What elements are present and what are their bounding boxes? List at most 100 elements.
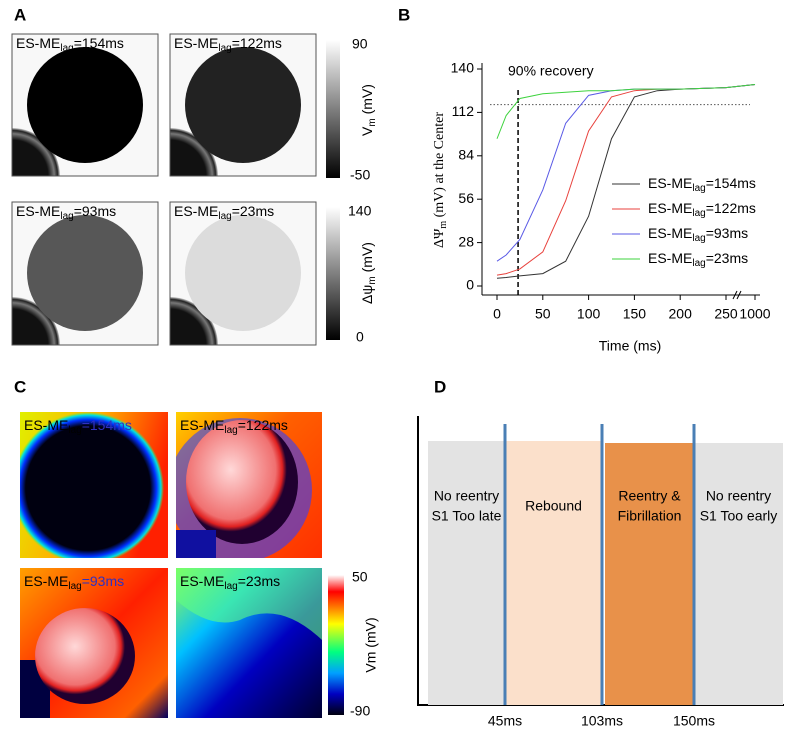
label-part: =122ms bbox=[706, 200, 756, 216]
x-axis-label: Time (ms) bbox=[599, 338, 661, 354]
map-label: ES-MElag=154ms bbox=[16, 35, 124, 54]
map-label: ES-MElag=93ms bbox=[24, 573, 124, 592]
label-part: V bbox=[359, 126, 375, 136]
panel-label: D bbox=[434, 377, 446, 396]
subscript: lag bbox=[692, 233, 705, 244]
region-label: Fibrillation bbox=[618, 508, 682, 524]
subscript: lag bbox=[224, 581, 237, 592]
region-label: Rebound bbox=[525, 498, 582, 514]
boundary-label: 150ms bbox=[673, 713, 715, 729]
region-label: Reentry & bbox=[618, 488, 681, 504]
panel-a-images bbox=[11, 33, 340, 346]
series-line bbox=[496, 84, 756, 139]
label-part: ES-ME bbox=[174, 35, 218, 51]
label-part: ES-ME bbox=[648, 225, 692, 241]
label-part: ES-ME bbox=[180, 417, 224, 433]
y-tick-label: 0 bbox=[466, 277, 474, 293]
label-part: ES-ME bbox=[16, 203, 60, 219]
region-label: No reentry bbox=[706, 488, 771, 504]
colorbar-max: 50 bbox=[352, 569, 368, 585]
x-tick-label: 200 bbox=[669, 306, 693, 322]
panel-label: B bbox=[398, 5, 410, 24]
subscript: lag bbox=[218, 211, 231, 222]
colorbar-label: Vm (mV) bbox=[359, 84, 378, 136]
region-label: S1 Too early bbox=[700, 508, 778, 524]
subscript: m bbox=[367, 118, 378, 126]
map-label: ES-MElag=122ms bbox=[174, 35, 282, 54]
y-tick-label: 84 bbox=[458, 147, 474, 163]
map-label: ES-MElag=154ms bbox=[24, 417, 132, 436]
y-tick-label: 56 bbox=[458, 190, 474, 206]
colorbar-max: 90 bbox=[352, 36, 368, 52]
label-part: (mV) bbox=[359, 84, 375, 118]
subscript: m bbox=[367, 276, 378, 284]
label-part: ES-ME bbox=[174, 203, 218, 219]
legend-label: ES-MElag=122ms bbox=[648, 200, 756, 219]
colorbar-label: Δψm (mV) bbox=[359, 242, 378, 304]
label-part: =154ms bbox=[82, 417, 132, 433]
label-part: ES-ME bbox=[24, 573, 68, 589]
label-part: =23ms bbox=[706, 250, 748, 266]
region bbox=[505, 441, 602, 705]
boundary-label: 45ms bbox=[488, 713, 522, 729]
y-tick-label: 28 bbox=[458, 233, 474, 249]
label-part: ES-ME bbox=[648, 250, 692, 266]
subscript: lag bbox=[68, 425, 81, 436]
subscript: lag bbox=[692, 208, 705, 219]
x-tick-label: 150 bbox=[623, 306, 647, 322]
subscript: lag bbox=[692, 183, 705, 194]
legend-label: ES-MElag=93ms bbox=[648, 225, 748, 244]
boundary-label: 103ms bbox=[581, 713, 623, 729]
label-part: =122ms bbox=[232, 35, 282, 51]
region bbox=[605, 443, 694, 705]
map-label: ES-MElag=122ms bbox=[180, 417, 288, 436]
colorbar-label: Vm (mV) bbox=[363, 617, 379, 672]
x-tick-label: 1000 bbox=[739, 306, 770, 322]
label-part: ES-ME bbox=[648, 200, 692, 216]
label-part: =93ms bbox=[706, 225, 748, 241]
subscript: lag bbox=[60, 43, 73, 54]
subscript: lag bbox=[224, 425, 237, 436]
label-part: ES-ME bbox=[180, 573, 224, 589]
label-part: =122ms bbox=[238, 417, 288, 433]
colorbar-min: -50 bbox=[350, 167, 370, 183]
annotation: 90% recovery bbox=[508, 63, 594, 79]
legend-label: ES-MElag=154ms bbox=[648, 175, 756, 194]
label-part: =23ms bbox=[238, 573, 280, 589]
map-label: ES-MElag=23ms bbox=[174, 203, 274, 222]
label-part: ΔΨ bbox=[432, 228, 447, 248]
region-label: S1 Too late bbox=[432, 508, 502, 524]
region bbox=[694, 443, 783, 705]
label-part: =23ms bbox=[232, 203, 274, 219]
label-part: ES-ME bbox=[648, 175, 692, 191]
subscript: lag bbox=[68, 581, 81, 592]
panel-c-images bbox=[20, 412, 344, 718]
subscript: lag bbox=[692, 258, 705, 269]
colorbar-min: 0 bbox=[356, 329, 364, 345]
label-part: (mV) bbox=[359, 242, 375, 276]
legend-label: ES-MElag=23ms bbox=[648, 250, 748, 269]
y-tick-label: 140 bbox=[451, 60, 475, 76]
panel-label: A bbox=[14, 5, 26, 24]
label-part: =93ms bbox=[82, 573, 124, 589]
x-tick-label: 50 bbox=[535, 306, 551, 322]
map-label: ES-MElag=23ms bbox=[180, 573, 280, 592]
panel-label: C bbox=[14, 377, 26, 396]
label-part: =93ms bbox=[74, 203, 116, 219]
region-label: No reentry bbox=[434, 488, 499, 504]
colorbar-min: -90 bbox=[350, 703, 370, 719]
x-tick-label: 100 bbox=[577, 306, 601, 322]
label-part: ES-ME bbox=[16, 35, 60, 51]
label-part: ES-ME bbox=[24, 417, 68, 433]
region bbox=[428, 441, 505, 705]
y-axis-label: ΔΨm (mV) at the Center bbox=[432, 112, 449, 248]
axis-break bbox=[732, 290, 742, 300]
x-tick-label: 250 bbox=[714, 306, 738, 322]
subscript: m bbox=[438, 221, 449, 229]
label-part: =154ms bbox=[706, 175, 756, 191]
colorbar-max: 140 bbox=[348, 203, 372, 219]
label-part: =154ms bbox=[74, 35, 124, 51]
label-part: Δψ bbox=[359, 285, 375, 304]
y-tick-label: 112 bbox=[452, 103, 475, 119]
